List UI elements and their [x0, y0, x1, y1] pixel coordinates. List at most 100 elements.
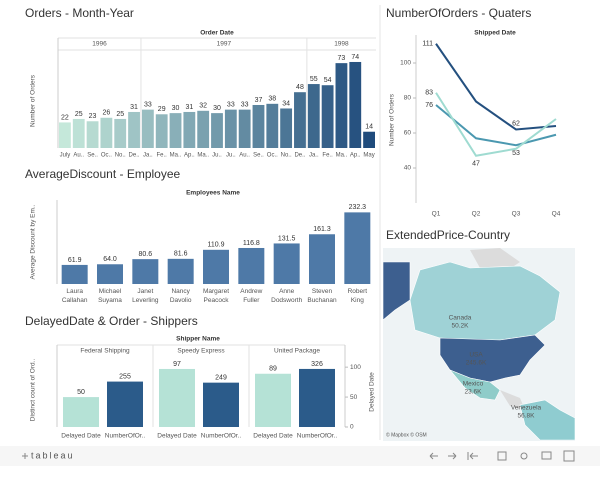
bar [344, 212, 371, 284]
bar [238, 109, 251, 148]
region-value: 50.2K [452, 323, 470, 330]
bar [159, 368, 195, 427]
data-label: 97 [173, 361, 181, 368]
data-label: 54 [324, 77, 332, 84]
line [435, 92, 557, 157]
x-tick-label: De.. [294, 153, 305, 159]
share-icon[interactable] [520, 452, 528, 460]
bar [280, 108, 293, 148]
data-label: 74 [351, 54, 359, 61]
year-label: 1997 [217, 41, 232, 48]
region-name: Mexico [463, 381, 484, 388]
fullscreen-icon[interactable] [563, 450, 575, 462]
bar [266, 103, 279, 148]
land [470, 248, 520, 272]
logo-icon [22, 453, 28, 459]
bar [211, 113, 223, 148]
bar [155, 114, 168, 148]
x-tick-label: Nancy Davolio [170, 288, 192, 304]
bar [128, 111, 140, 148]
y-tick-label: 60 [404, 130, 412, 137]
data-label: 326 [311, 361, 323, 368]
data-label: 64.0 [103, 256, 117, 263]
bar [72, 118, 85, 148]
redo-icon[interactable] [448, 452, 457, 460]
data-label: 255 [119, 373, 131, 380]
region-value: 23.6K [465, 389, 483, 396]
region-name: Venezuela [511, 405, 542, 412]
group-label: Speedy Express [177, 348, 225, 355]
x-tick-label: Anne Dodsworth [271, 288, 302, 304]
group-label: Federal Shipping [80, 348, 130, 355]
data-label: 62 [512, 120, 520, 127]
data-label: 116.8 [243, 240, 260, 247]
logo: tableau [31, 450, 75, 460]
bar [141, 109, 154, 148]
y-axis-label: Average Discount by Em.. [30, 204, 37, 279]
y-tick-label: 80 [404, 95, 412, 102]
data-label: 53 [512, 150, 520, 157]
bar [132, 259, 159, 284]
bar [100, 117, 113, 148]
bar [167, 258, 194, 284]
bar [61, 264, 88, 284]
comment-icon[interactable] [541, 451, 552, 460]
bar [309, 234, 335, 284]
bar [224, 109, 237, 148]
x-tick-label: July [60, 153, 71, 159]
bar [114, 118, 127, 148]
data-label: 50 [77, 389, 85, 396]
header: Shipped Date [474, 30, 516, 37]
chart-title: NumberOfOrders - Quaters [386, 6, 531, 20]
data-label: 33 [227, 101, 235, 108]
y-tick-label: 100 [400, 60, 411, 67]
region-name: Canada [449, 315, 472, 322]
revert-icon[interactable] [467, 452, 478, 460]
region-value: 56.8K [518, 413, 536, 420]
y2-tick-label: 0 [350, 424, 354, 431]
x-tick-label: Delayed Date [253, 433, 293, 440]
bar [197, 110, 210, 148]
x-tick-label: Steven Buchanan [307, 288, 337, 304]
bar [252, 104, 265, 148]
data-label: 131.5 [278, 235, 296, 242]
data-label: 31 [185, 104, 193, 111]
data-label: 76 [425, 102, 433, 109]
chart-title: AverageDiscount - Employee [25, 167, 181, 181]
x-tick-label: Q3 [512, 211, 521, 218]
y2-tick-label: 100 [350, 364, 361, 371]
chart-title: Orders - Month-Year [25, 6, 134, 20]
data-label: 83 [425, 90, 433, 97]
y-axis-label: Number of Orders [30, 74, 37, 127]
x-tick-label: Delayed Date [61, 433, 101, 440]
bar [321, 85, 334, 148]
x-tick-label: NumberOfOr.. [201, 433, 242, 440]
undo-icon[interactable] [429, 452, 438, 460]
x-tick-label: Q4 [552, 211, 561, 218]
download-icon[interactable] [497, 451, 507, 461]
data-label: 30 [213, 105, 221, 112]
bar [97, 264, 123, 284]
x-tick-label: Oc.. [101, 153, 112, 159]
group-label: United Package [274, 348, 320, 355]
y-axis-label: Distinct count of Ord.. [30, 359, 37, 422]
data-label: 25 [116, 111, 124, 118]
data-label: 29 [158, 106, 166, 113]
line [435, 104, 557, 147]
x-tick-label: Ma.. [336, 153, 348, 159]
y2-axis-label: Delayed Date [369, 372, 376, 412]
bar [203, 249, 229, 284]
data-label: 111 [422, 41, 433, 48]
land [500, 390, 525, 410]
bar [273, 243, 300, 284]
x-tick-label: No.. [281, 153, 292, 159]
data-label: 89 [269, 366, 277, 373]
x-tick-label: De.. [129, 153, 140, 159]
bar [238, 247, 265, 284]
x-tick-label: Ju.. [212, 153, 222, 159]
x-tick-label: Andrew Fuller [240, 288, 262, 304]
x-tick-label: Robert King [348, 288, 368, 304]
bar [59, 122, 71, 148]
x-tick-label: No.. [115, 153, 126, 159]
bar [63, 397, 99, 427]
